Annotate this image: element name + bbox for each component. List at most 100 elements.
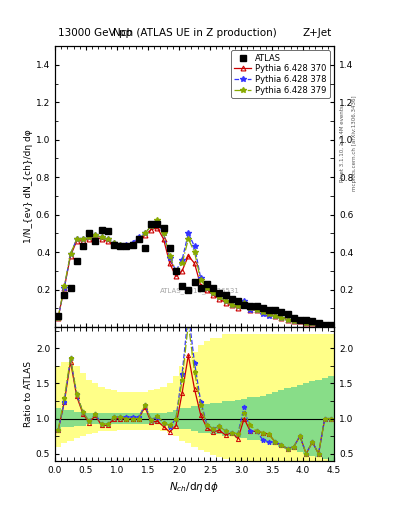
Pythia 6.428 370 [211,292,215,298]
Bar [210,337,216,455]
Pythia 6.428 379 [81,236,85,242]
ATLAS [273,307,277,313]
Bar [316,380,321,457]
Pythia 6.428 379 [254,307,259,313]
Pythia 6.428 378 [261,311,265,317]
Y-axis label: 1/N_{ev} dN_{ch}/dη dφ: 1/N_{ev} dN_{ch}/dη dφ [24,130,33,243]
Pythia 6.428 370 [279,314,284,321]
Pythia 6.428 370 [180,268,184,274]
Bar [291,387,297,450]
Bar [253,334,260,461]
Pythia 6.428 370 [291,318,296,325]
Pythia 6.428 378 [285,316,290,323]
Bar [167,383,173,433]
Text: Nch (ATLAS UE in Z production): Nch (ATLAS UE in Z production) [113,28,276,38]
Pythia 6.428 378 [62,285,67,291]
ATLAS [143,245,147,251]
ATLAS [298,316,302,323]
Pythia 6.428 379 [155,217,160,223]
Pythia 6.428 370 [118,243,123,249]
Bar [321,378,328,459]
Pythia 6.428 378 [136,234,141,240]
Pythia 6.428 378 [174,268,178,274]
Pythia 6.428 379 [329,322,333,328]
ATLAS [180,283,184,289]
ATLAS [310,318,315,325]
Pythia 6.428 370 [186,253,191,259]
Pythia 6.428 379 [316,322,321,328]
ATLAS [155,221,160,227]
Bar [142,392,148,430]
ATLAS [68,285,73,291]
Bar [160,387,167,431]
Pythia 6.428 370 [161,236,166,242]
Pythia 6.428 379 [291,318,296,325]
Bar [105,413,111,424]
ATLAS [279,309,284,315]
Pythia 6.428 379 [180,260,184,266]
Bar [148,413,154,424]
Y-axis label: Ratio to ATLAS: Ratio to ATLAS [24,361,33,427]
Bar [303,334,309,461]
ATLAS [118,243,123,249]
Pythia 6.428 370 [149,226,154,232]
Bar [216,337,222,457]
Pythia 6.428 379 [124,243,129,249]
Bar [241,334,247,461]
Line: Pythia 6.428 379: Pythia 6.428 379 [55,218,334,328]
Pythia 6.428 370 [254,307,259,313]
ATLAS [198,285,203,291]
Bar [278,390,285,446]
Bar [266,394,272,443]
Bar [98,413,105,424]
ATLAS [186,287,191,293]
Pythia 6.428 379 [62,283,67,289]
Pythia 6.428 379 [56,314,61,321]
Pythia 6.428 378 [223,297,228,304]
Pythia 6.428 378 [99,234,104,240]
Pythia 6.428 379 [310,320,315,326]
Bar [61,362,68,443]
Bar [55,366,61,446]
Pythia 6.428 370 [99,236,104,242]
Bar [260,334,266,461]
Pythia 6.428 370 [167,260,172,266]
ATLAS [242,302,246,308]
Pythia 6.428 370 [230,302,234,308]
Pythia 6.428 379 [273,313,277,319]
Bar [154,413,160,424]
Pythia 6.428 370 [223,300,228,306]
Pythia 6.428 379 [174,268,178,274]
Bar [136,413,142,424]
Text: Z+Jet: Z+Jet [302,28,331,38]
Pythia 6.428 370 [174,273,178,280]
Pythia 6.428 379 [68,251,73,257]
Pythia 6.428 378 [291,318,296,325]
Pythia 6.428 378 [322,322,327,328]
Bar [129,392,136,430]
Pythia 6.428 379 [266,311,271,317]
Bar [111,413,117,424]
Bar [80,373,86,436]
ATLAS [322,322,327,328]
Pythia 6.428 379 [223,297,228,304]
Bar [185,359,191,443]
Bar [241,399,247,438]
Bar [210,403,216,434]
Bar [291,334,297,461]
Bar [92,413,98,424]
ATLAS [81,243,85,249]
ATLAS [136,236,141,242]
Line: Pythia 6.428 378: Pythia 6.428 378 [55,219,334,328]
Bar [297,334,303,461]
Bar [191,406,198,431]
Pythia 6.428 370 [87,236,92,242]
Pythia 6.428 378 [105,236,110,242]
Pythia 6.428 370 [261,309,265,315]
Pythia 6.428 370 [285,316,290,323]
ATLAS [266,307,271,313]
Pythia 6.428 378 [304,320,309,326]
Pythia 6.428 379 [105,236,110,242]
Pythia 6.428 378 [112,240,116,246]
ATLAS [235,297,240,304]
